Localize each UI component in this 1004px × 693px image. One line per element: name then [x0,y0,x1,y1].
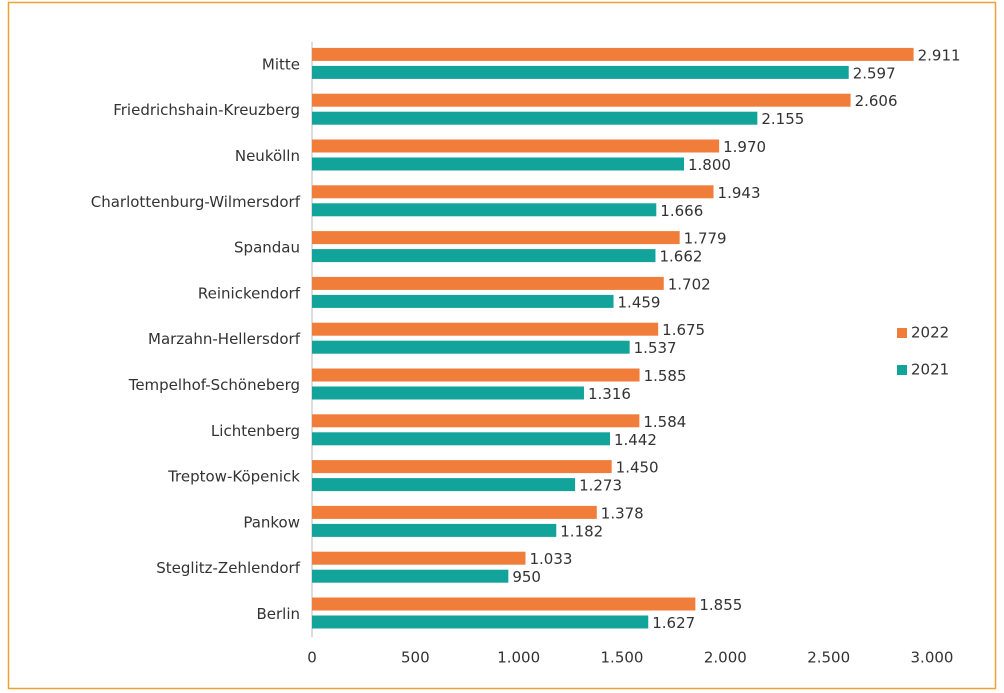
value-label: 1.970 [723,138,766,156]
value-label: 950 [512,568,541,586]
value-label: 1.662 [659,248,702,266]
legend-label: 2022 [911,324,949,342]
value-label: 1.316 [588,385,631,403]
value-label: 1.666 [660,202,703,220]
bar [312,185,714,199]
bar [312,414,640,428]
bar [312,249,656,263]
bar [312,203,657,217]
y-tick-label: Mitte [262,55,300,73]
bar [312,47,914,61]
bar [312,340,630,354]
value-label: 1.450 [616,459,659,477]
bar [312,322,659,336]
x-tick-label: 0 [307,649,317,667]
y-tick-label: Tempelhof-Schöneberg [128,376,300,394]
bar [312,157,684,171]
value-label: 1.800 [688,156,731,174]
bar [312,294,614,308]
value-label: 1.779 [684,230,727,248]
legend-swatch [897,365,907,375]
legend-swatch [897,328,907,338]
x-tick-label: 3.000 [911,649,954,667]
bar [312,93,851,107]
bar [312,551,526,565]
value-label: 1.702 [668,275,711,293]
y-tick-label: Lichtenberg [211,422,300,440]
legend-label: 2021 [911,361,949,379]
value-label: 1.627 [652,614,695,632]
y-tick-label: Neukölln [235,147,300,165]
bar [312,368,640,382]
value-label: 1.459 [618,293,661,311]
frame [7,1,997,690]
bar [312,386,584,400]
x-tick-label: 1.500 [601,649,644,667]
y-tick-label: Reinickendorf [198,284,301,302]
bar [312,460,612,474]
x-tick-label: 2.500 [807,649,850,667]
value-label: 1.273 [579,477,622,495]
value-label: 1.378 [601,504,644,522]
value-label: 1.943 [718,184,761,202]
bar [312,523,557,537]
value-label: 1.855 [699,596,742,614]
y-tick-label: Pankow [243,513,300,531]
y-tick-label: Spandau [234,239,300,257]
bar [312,276,664,290]
bar [312,569,509,583]
bar [312,432,611,446]
value-label: 2.911 [918,46,961,64]
x-tick-label: 1.000 [497,649,540,667]
x-tick-label: 2.000 [704,649,747,667]
value-label: 2.606 [855,92,898,110]
y-tick-label: Treptow-Köpenick [167,468,300,486]
bar [312,111,758,125]
bar [312,478,576,492]
y-tick-label: Steglitz-Zehlendorf [156,559,300,577]
y-tick-label: Marzahn-Hellersdorf [148,330,301,348]
y-tick-label: Friedrichshain-Kreuzberg [113,101,300,119]
bar [312,505,597,519]
value-label: 1.033 [529,550,572,568]
value-label: 1.537 [634,339,677,357]
value-label: 1.585 [644,367,687,385]
bar [312,597,696,611]
value-label: 2.597 [853,64,896,82]
bar [312,65,849,79]
bar [312,615,649,629]
value-label: 1.442 [614,431,657,449]
value-label: 1.675 [662,321,705,339]
value-label: 1.584 [643,413,686,431]
y-tick-label: Charlottenburg-Wilmersdorf [91,193,301,211]
value-label: 1.182 [560,522,603,540]
y-tick-label: Berlin [256,605,300,623]
value-label: 2.155 [761,110,804,128]
bar [312,231,680,245]
bar [312,139,720,153]
x-tick-label: 500 [401,649,430,667]
